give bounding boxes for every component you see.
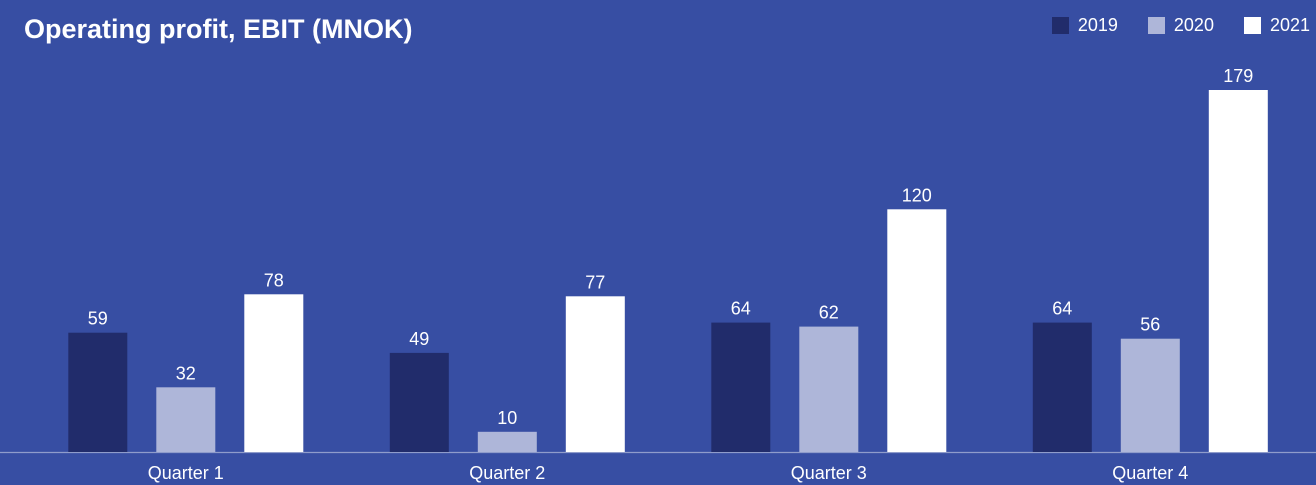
bar-quarter-4-2019 bbox=[1032, 322, 1092, 452]
bar-quarter-2-2020 bbox=[477, 431, 537, 452]
bar-quarter-3-2020 bbox=[799, 326, 859, 452]
data-label-quarter-3-2021: 120 bbox=[902, 185, 932, 205]
legend-item-2019: 2019 bbox=[1051, 15, 1118, 36]
bar-quarter-1-2019 bbox=[68, 332, 128, 452]
data-label-quarter-3-2019: 64 bbox=[731, 299, 751, 319]
bar-quarter-3-2019 bbox=[711, 322, 771, 452]
bar-quarter-2-2019 bbox=[389, 352, 449, 452]
bar-quarter-4-2021 bbox=[1208, 90, 1268, 452]
x-tick-label-quarter-2: Quarter 2 bbox=[469, 463, 545, 483]
bar-quarter-1-2021 bbox=[244, 294, 304, 452]
data-label-quarter-1-2019: 59 bbox=[88, 309, 108, 329]
chart-title: Operating profit, EBIT (MNOK) bbox=[24, 14, 413, 44]
data-label-quarter-4-2021: 179 bbox=[1223, 66, 1253, 86]
legend-label-2021: 2021 bbox=[1269, 15, 1310, 35]
x-tick-label-quarter-1: Quarter 1 bbox=[148, 463, 224, 483]
data-label-quarter-1-2020: 32 bbox=[176, 363, 196, 383]
x-tick-label-quarter-4: Quarter 4 bbox=[1112, 463, 1188, 483]
legend-label-2020: 2020 bbox=[1173, 15, 1214, 35]
data-label-quarter-4-2019: 64 bbox=[1052, 299, 1072, 319]
legend-swatch-2021 bbox=[1243, 17, 1261, 34]
legend-swatch-2019 bbox=[1051, 17, 1069, 34]
data-label-quarter-1-2021: 78 bbox=[264, 270, 284, 290]
legend-item-2020: 2020 bbox=[1147, 15, 1214, 36]
data-label-quarter-2-2021: 77 bbox=[585, 272, 605, 292]
data-label-quarter-2-2020: 10 bbox=[497, 408, 517, 428]
x-tick-label-quarter-3: Quarter 3 bbox=[791, 463, 867, 483]
legend-label-2019: 2019 bbox=[1077, 15, 1118, 35]
legend: 2019 2020 2021 bbox=[1051, 15, 1310, 36]
data-label-quarter-3-2020: 62 bbox=[819, 303, 839, 323]
bar-quarter-2-2021 bbox=[565, 296, 625, 452]
data-label-quarter-4-2020: 56 bbox=[1140, 315, 1160, 335]
legend-swatch-2020 bbox=[1147, 17, 1165, 34]
bar-quarter-1-2020 bbox=[156, 387, 216, 452]
bar-quarter-3-2021 bbox=[887, 209, 947, 452]
bar-quarter-4-2020 bbox=[1120, 338, 1180, 452]
data-label-quarter-2-2019: 49 bbox=[409, 329, 429, 349]
legend-item-2021: 2021 bbox=[1243, 15, 1310, 36]
